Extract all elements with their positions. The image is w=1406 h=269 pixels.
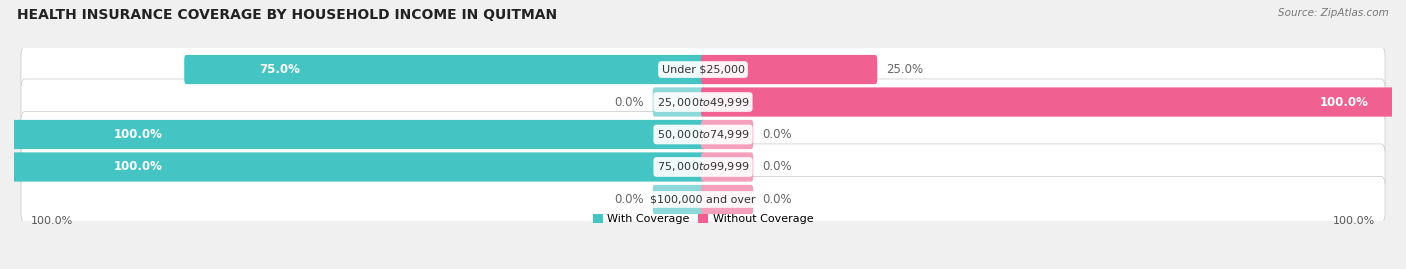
FancyBboxPatch shape (702, 55, 877, 84)
FancyBboxPatch shape (702, 152, 754, 182)
FancyBboxPatch shape (21, 79, 1385, 125)
FancyBboxPatch shape (184, 55, 704, 84)
FancyBboxPatch shape (21, 111, 1385, 158)
Text: 100.0%: 100.0% (1319, 95, 1368, 108)
Text: 100.0%: 100.0% (114, 128, 163, 141)
Text: Under $25,000: Under $25,000 (661, 65, 745, 75)
Text: 100.0%: 100.0% (1333, 215, 1375, 226)
FancyBboxPatch shape (702, 185, 754, 214)
Text: 0.0%: 0.0% (762, 128, 792, 141)
FancyBboxPatch shape (13, 152, 704, 182)
FancyBboxPatch shape (21, 144, 1385, 190)
FancyBboxPatch shape (13, 120, 704, 149)
Text: 0.0%: 0.0% (614, 193, 644, 206)
Text: 0.0%: 0.0% (762, 161, 792, 174)
FancyBboxPatch shape (652, 87, 704, 117)
Text: HEALTH INSURANCE COVERAGE BY HOUSEHOLD INCOME IN QUITMAN: HEALTH INSURANCE COVERAGE BY HOUSEHOLD I… (17, 8, 557, 22)
Text: Source: ZipAtlas.com: Source: ZipAtlas.com (1278, 8, 1389, 18)
FancyBboxPatch shape (21, 47, 1385, 93)
FancyBboxPatch shape (652, 185, 704, 214)
Text: $25,000 to $49,999: $25,000 to $49,999 (657, 95, 749, 108)
Text: 75.0%: 75.0% (259, 63, 299, 76)
Text: 100.0%: 100.0% (114, 161, 163, 174)
Text: 25.0%: 25.0% (886, 63, 924, 76)
Text: $100,000 and over: $100,000 and over (650, 194, 756, 204)
Text: 0.0%: 0.0% (762, 193, 792, 206)
FancyBboxPatch shape (702, 87, 1393, 117)
FancyBboxPatch shape (702, 120, 754, 149)
Text: $50,000 to $74,999: $50,000 to $74,999 (657, 128, 749, 141)
Text: 0.0%: 0.0% (614, 95, 644, 108)
Legend: With Coverage, Without Coverage: With Coverage, Without Coverage (588, 210, 818, 229)
FancyBboxPatch shape (21, 176, 1385, 222)
Text: 100.0%: 100.0% (31, 215, 73, 226)
Text: $75,000 to $99,999: $75,000 to $99,999 (657, 161, 749, 174)
